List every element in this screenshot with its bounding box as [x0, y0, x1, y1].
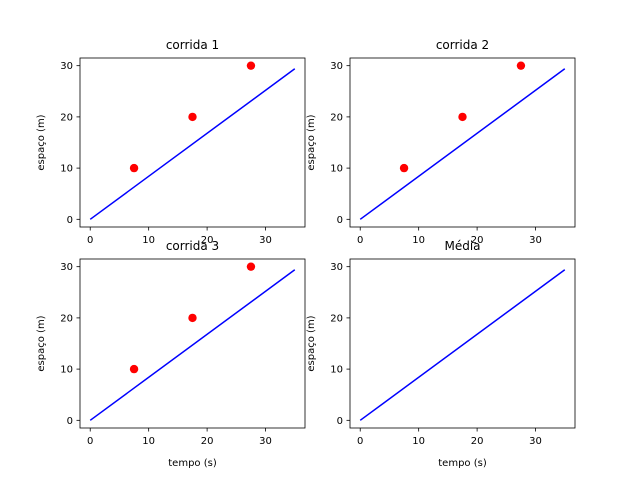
x-tick-label-1-20: 20 — [201, 235, 214, 246]
subplot-3: 0 10 20 30 0 10 20 30 espaço (m) tempo (s) — [36, 258, 306, 469]
axes-frame-4 — [349, 258, 576, 429]
subplot-title-1: corrida 1 — [166, 38, 219, 52]
y-tick-label-1-10: 10 — [60, 164, 73, 175]
x-tick-label-3-0: 0 — [87, 436, 93, 447]
fit-line-4 — [359, 269, 566, 421]
y-tick-label-4-20: 20 — [330, 313, 343, 324]
fit-line-1 — [89, 68, 296, 220]
subplot-title-4: Média — [444, 239, 480, 253]
x-axis-label-4: tempo (s) — [438, 458, 487, 469]
fit-line-2 — [359, 68, 566, 220]
x-tick-label-1-0: 0 — [87, 235, 93, 246]
y-tick-label-2-30: 30 — [330, 61, 343, 72]
y-axis-label-2: espaço (m) — [306, 114, 317, 170]
x-tick-label-3-20: 20 — [201, 436, 214, 447]
data-point-1-3 — [246, 61, 256, 70]
x-tick-label-2-0: 0 — [357, 235, 363, 246]
axes-frame-3 — [79, 258, 306, 429]
x-tick-label-2-10: 10 — [412, 235, 425, 246]
y-tick-label-3-0: 0 — [67, 416, 73, 427]
x-axis-label-3: tempo (s) — [168, 458, 217, 469]
subplot-title-3: corrida 3 — [166, 239, 219, 253]
y-tick-label-4-0: 0 — [337, 416, 343, 427]
data-point-2-1 — [399, 163, 409, 173]
y-axis-label-3: espaço (m) — [36, 315, 47, 371]
data-point-2-2 — [458, 112, 467, 122]
data-point-1-2 — [188, 112, 197, 122]
data-point-2-3 — [516, 61, 526, 70]
y-tick-label-4-10: 10 — [330, 365, 343, 376]
y-tick-label-2-0: 0 — [337, 215, 343, 226]
x-tick-label-2-20: 20 — [471, 235, 484, 246]
fit-line-3 — [89, 269, 296, 421]
data-point-3-3 — [246, 262, 256, 271]
x-tick-label-4-30: 30 — [529, 436, 542, 447]
subplot-title-2: corrida 2 — [436, 38, 489, 52]
data-point-1-1 — [129, 163, 139, 173]
data-point-3-1 — [129, 364, 139, 374]
y-tick-label-2-10: 10 — [330, 164, 343, 175]
axes-frame-2 — [349, 57, 576, 228]
axes-frame-1 — [79, 57, 306, 228]
subplot-1: 0 10 20 30 0 10 20 30 espaço (m) — [36, 57, 306, 246]
data-point-3-2 — [188, 313, 197, 323]
y-tick-label-3-20: 20 — [60, 313, 73, 324]
y-tick-label-2-20: 20 — [330, 112, 343, 123]
y-tick-label-3-30: 30 — [60, 262, 73, 273]
x-tick-label-1-30: 30 — [259, 235, 272, 246]
x-tick-label-2-30: 30 — [529, 235, 542, 246]
x-tick-label-1-10: 10 — [142, 235, 155, 246]
x-tick-label-4-0: 0 — [357, 436, 363, 447]
y-tick-label-4-30: 30 — [330, 262, 343, 273]
y-tick-label-1-30: 30 — [60, 61, 73, 72]
y-axis-label-4: espaço (m) — [306, 315, 317, 371]
x-tick-label-4-10: 10 — [412, 436, 425, 447]
y-tick-label-1-20: 20 — [60, 112, 73, 123]
subplot-4: 0 10 20 30 0 10 20 30 espaço (m) tempo (s) — [306, 258, 576, 469]
y-tick-label-3-10: 10 — [60, 365, 73, 376]
y-axis-label-1: espaço (m) — [36, 114, 47, 170]
subplot-2: 0 10 20 30 0 10 20 30 espaço (m) — [306, 57, 576, 246]
x-tick-label-3-30: 30 — [259, 436, 272, 447]
x-tick-label-3-10: 10 — [142, 436, 155, 447]
y-tick-label-1-0: 0 — [67, 215, 73, 226]
x-tick-label-4-20: 20 — [471, 436, 484, 447]
